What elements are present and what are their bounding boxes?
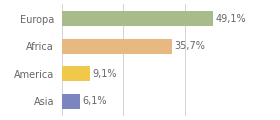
Bar (62, 11, 213, 26)
Bar (62, 94, 80, 109)
Bar (62, 66, 90, 81)
Text: 49,1%: 49,1% (215, 14, 246, 24)
Text: 9,1%: 9,1% (92, 69, 116, 79)
Bar (62, 39, 172, 54)
Text: 35,7%: 35,7% (174, 41, 205, 51)
Text: 6,1%: 6,1% (83, 96, 107, 106)
